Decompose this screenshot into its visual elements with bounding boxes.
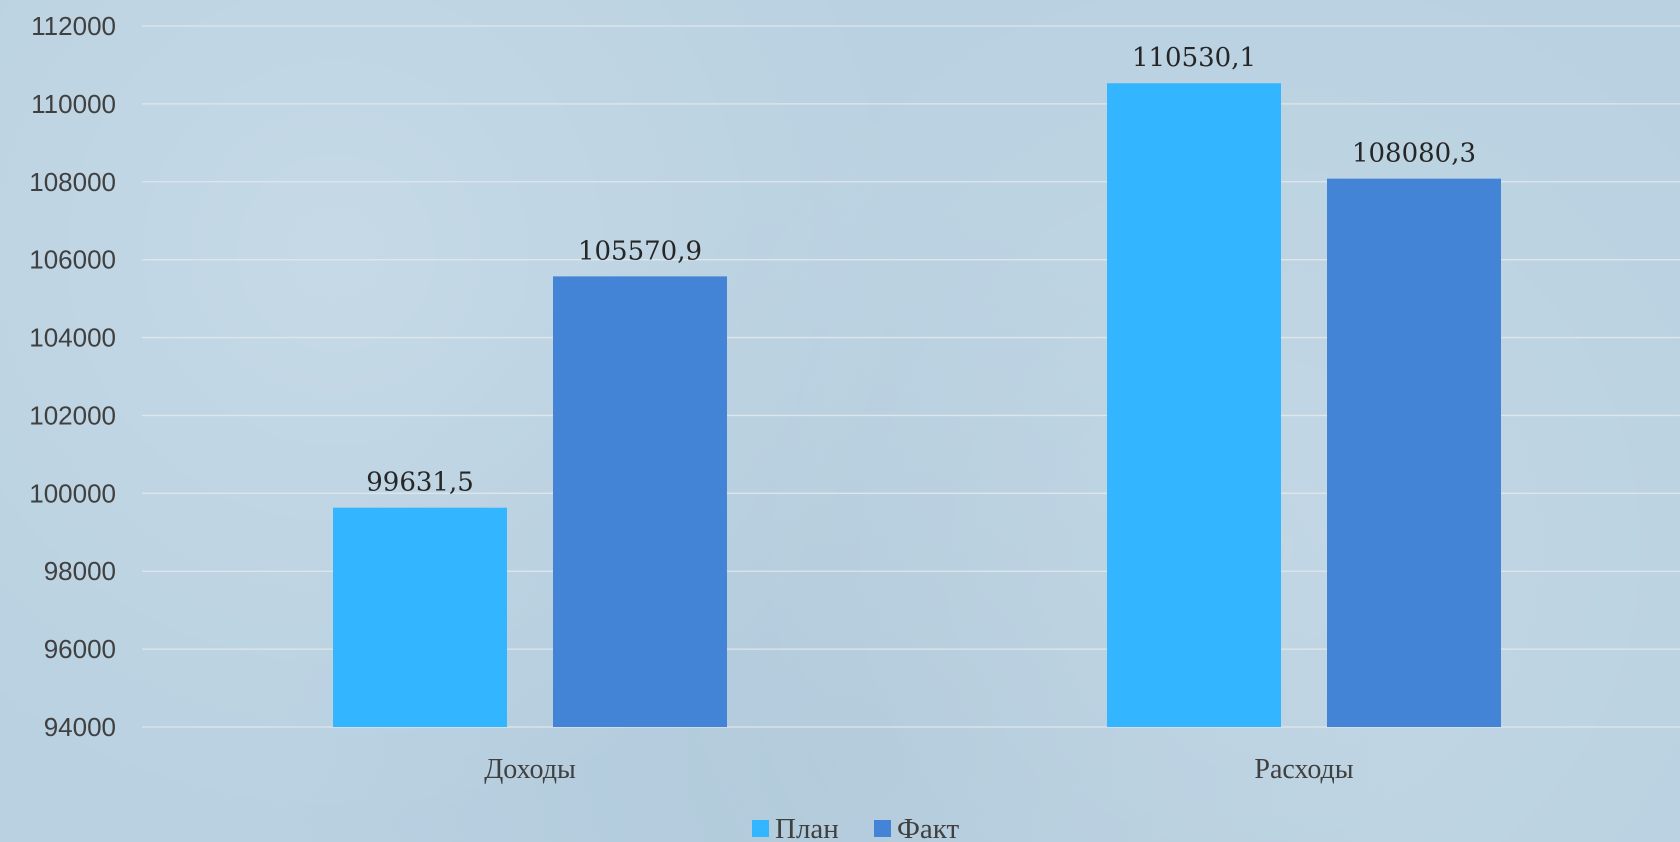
y-tick-label: 108000 [29,167,116,197]
y-tick-label: 110000 [31,89,116,119]
data-label: 110530,1 [1132,43,1256,73]
y-tick-label: 104000 [29,323,116,353]
legend-label: Факт [897,813,959,842]
bars [333,83,1501,728]
y-tick-label: 102000 [29,400,116,430]
legend-swatch [752,820,769,837]
bar-plan-1 [1107,83,1281,727]
legend: План Факт [752,813,959,842]
category-label: Доходы [484,754,576,785]
y-axis-tick-labels: 94000 96000 98000 100000 102000 104000 106000 1… [29,11,116,742]
x-axis-category-labels: Доходы Расходы [484,754,1354,785]
data-labels: 99631,5 105570,9 110530,1 108080,3 [366,43,1476,497]
legend-item-plan: План [752,813,839,842]
bar-fact-0 [553,276,727,727]
y-tick-label: 106000 [29,245,116,275]
data-label: 108080,3 [1352,139,1476,169]
data-label: 105570,9 [578,236,702,266]
category-label: Расходы [1254,754,1353,785]
legend-swatch [874,820,891,837]
y-tick-label: 96000 [44,634,116,664]
bar-fact-1 [1327,178,1501,728]
legend-item-fact: Факт [874,813,959,842]
y-tick-label: 112000 [31,11,116,41]
data-label: 99631,5 [366,468,474,498]
y-tick-label: 94000 [44,712,116,742]
y-tick-label: 100000 [29,478,116,508]
y-tick-label: 98000 [44,556,116,586]
bar-plan-0 [333,507,507,727]
legend-label: План [775,813,839,842]
